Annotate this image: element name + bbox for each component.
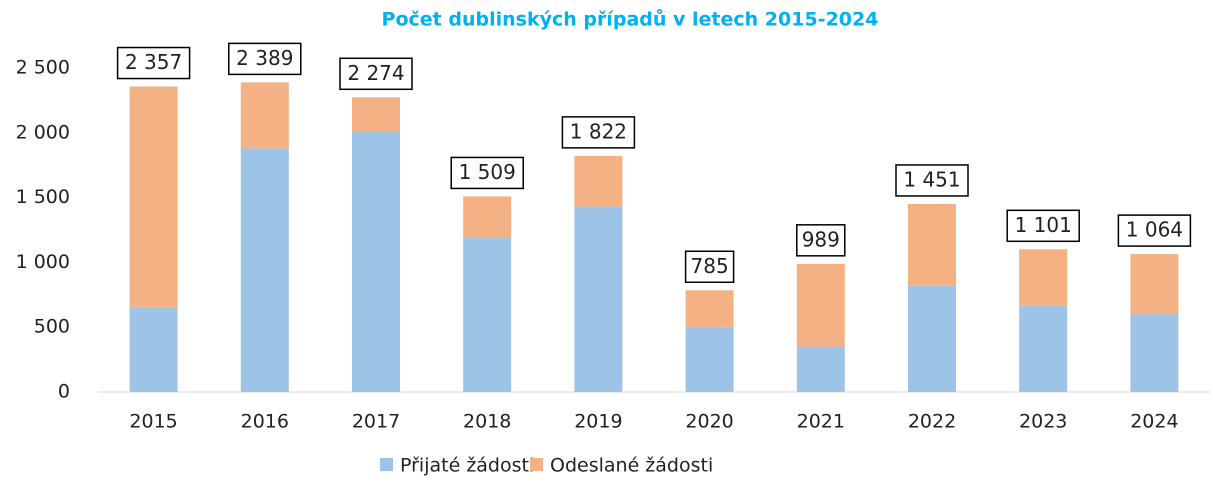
y-tick-label: 1 000 (16, 251, 70, 273)
bar-segment (685, 290, 734, 328)
total-label: 2 357 (125, 50, 182, 74)
bar-segment (240, 148, 289, 392)
total-label: 989 (802, 227, 840, 251)
x-tick-label: 2017 (352, 411, 400, 433)
y-tick-label: 2 500 (16, 57, 70, 79)
bar-segment (352, 131, 400, 392)
total-label-box (339, 57, 413, 91)
x-tick-label: 2023 (1019, 411, 1067, 433)
bar-segment (574, 206, 623, 392)
bar-segment (908, 285, 956, 392)
legend-label: Odeslané žádosti (550, 455, 713, 477)
x-tick-label: 2016 (241, 411, 289, 433)
bar-segment (796, 346, 845, 392)
total-label-box (796, 224, 846, 257)
y-tick-label: 1 500 (16, 186, 70, 208)
total-label: 1 451 (903, 167, 960, 191)
bar-segment (129, 307, 178, 392)
total-label: 2 389 (236, 46, 293, 70)
total-label-box (450, 156, 524, 190)
x-tick-label: 2019 (574, 411, 622, 433)
total-label: 1 509 (459, 160, 516, 184)
total-label-box (1006, 209, 1080, 243)
bar-segment (1130, 314, 1179, 392)
legend-swatch (530, 458, 543, 471)
total-label-box (116, 46, 191, 80)
bar-segment (685, 327, 734, 392)
bar-segment (352, 97, 400, 132)
y-tick-label: 500 (34, 316, 70, 338)
x-tick-label: 2024 (1130, 411, 1178, 433)
total-label-box (228, 42, 302, 76)
x-tick-label: 2021 (797, 411, 845, 433)
bar-segment (1019, 305, 1068, 392)
legend-swatch (380, 458, 393, 471)
total-label: 2 274 (347, 61, 404, 85)
total-label-box (895, 164, 969, 197)
total-label: 785 (691, 254, 729, 278)
total-label: 1 064 (1126, 218, 1183, 242)
y-tick-label: 2 000 (16, 121, 70, 143)
total-label-box (684, 250, 735, 284)
bar-segment (463, 196, 512, 238)
x-tick-label: 2018 (463, 411, 511, 433)
x-tick-label: 2020 (685, 411, 733, 433)
bar-segment (796, 263, 845, 347)
bar-segment (129, 86, 178, 308)
chart-title: Počet dublinských případů v letech 2015-… (382, 8, 879, 31)
bar-segment (908, 203, 956, 286)
bar-segment (1130, 254, 1179, 315)
total-label: 1 822 (570, 119, 627, 143)
bar-segment (574, 155, 623, 207)
x-tick-label: 2015 (129, 411, 177, 433)
bar-segment (1019, 249, 1068, 306)
total-label-box (1117, 214, 1192, 247)
y-tick-label: 0 (58, 381, 70, 403)
total-label: 1 101 (1015, 213, 1072, 237)
x-tick-label: 2022 (908, 411, 956, 433)
bar-segment (463, 237, 512, 392)
total-label-box (561, 116, 636, 149)
legend-label: Přijaté žádosti (400, 455, 534, 477)
bar-segment (240, 82, 289, 149)
